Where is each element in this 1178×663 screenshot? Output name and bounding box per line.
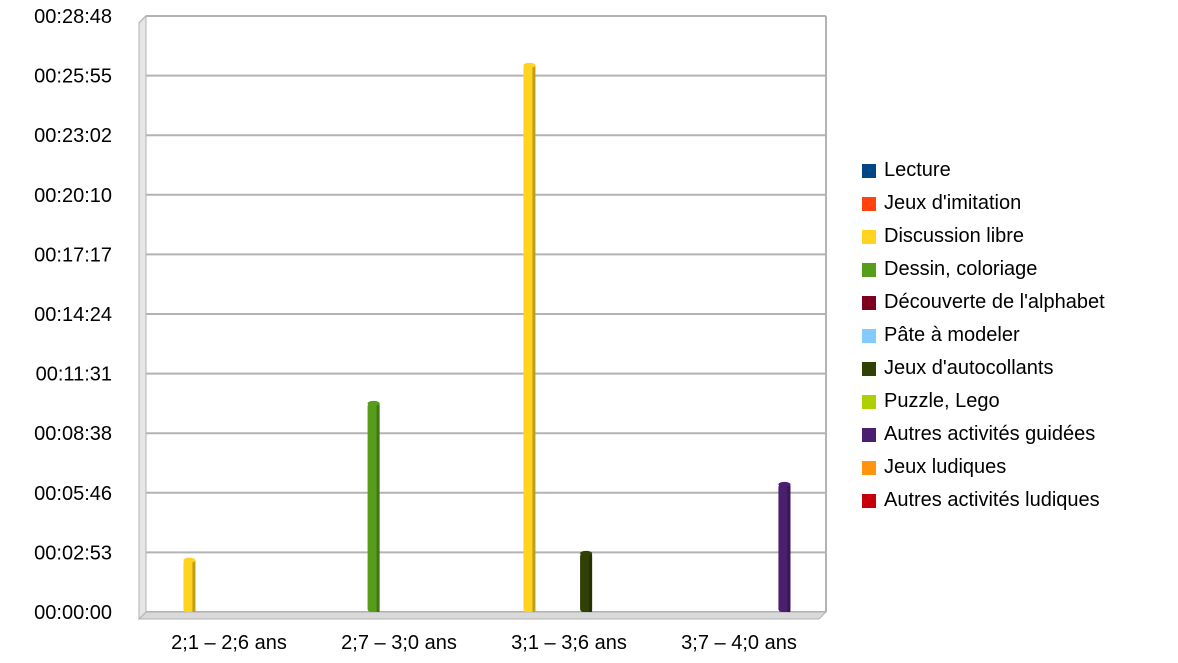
bar — [367, 400, 380, 612]
legend-item: Discussion libre — [862, 220, 1105, 253]
legend-item: Autres activités guidées — [862, 418, 1105, 451]
bar — [580, 550, 593, 612]
legend-swatch — [862, 163, 876, 178]
legend-swatch — [862, 361, 876, 376]
legend-label: Jeux ludiques — [884, 456, 1007, 478]
legend-swatch — [862, 427, 876, 442]
chart-left-wall — [138, 14, 147, 621]
x-tick-label: 3;7 – 4;0 ans — [681, 632, 797, 654]
legend-item: Jeux d'autocollants — [862, 352, 1105, 385]
y-axis-ticks: 00:00:00 00:02:53 00:05:46 00:08:38 00:11:31… — [34, 6, 112, 624]
bar-top — [523, 62, 536, 68]
legend-label: Discussion libre — [884, 225, 1025, 247]
legend-label: Autres activités ludiques — [884, 489, 1100, 511]
legend-label: Jeux d'autocollants — [884, 357, 1054, 379]
bar-top — [367, 400, 380, 406]
bar-side — [532, 65, 536, 612]
legend-swatch — [862, 262, 876, 277]
chart-floor — [137, 611, 828, 620]
legend-label: Pâte à modeler — [884, 324, 1020, 346]
legend-swatch — [862, 394, 876, 409]
legend-label: Jeux d'imitation — [884, 192, 1022, 214]
legend-label: Puzzle, Lego — [884, 390, 1000, 412]
y-tick-label: 00:05:46 — [34, 483, 112, 505]
legend-label: Dessin, coloriage — [884, 258, 1038, 280]
bar-side — [589, 553, 593, 612]
bar — [523, 62, 536, 612]
y-tick-label: 00:28:48 — [34, 6, 112, 28]
x-axis-ticks: 2;1 – 2;6 ans 2;7 – 3;0 ans 3;1 – 3;6 ans 3… — [171, 632, 797, 654]
x-tick-label: 2;1 – 2;6 ans — [171, 632, 287, 654]
y-tick-label: 00:23:02 — [34, 125, 112, 147]
legend-label: Lecture — [884, 159, 951, 181]
bar-top — [778, 481, 791, 487]
gridlines — [138, 15, 826, 620]
legend-swatch — [862, 229, 876, 244]
legend-swatch — [862, 328, 876, 343]
legend-label: Autres activités guidées — [884, 423, 1096, 445]
legend-item: Puzzle, Lego — [862, 385, 1105, 418]
legend-swatch — [862, 493, 876, 508]
legend-swatch — [862, 196, 876, 211]
bar-top — [183, 557, 196, 563]
bar-side — [787, 484, 791, 612]
bar — [183, 557, 196, 612]
legend-item: Jeux ludiques — [862, 451, 1105, 484]
legend-swatch — [862, 295, 876, 310]
bars — [183, 62, 791, 612]
chart-legend: Lecture Jeux d'imitation Discussion libre D… — [862, 154, 1105, 517]
y-tick-label: 00:25:55 — [34, 66, 112, 88]
y-tick-label: 00:00:00 — [34, 602, 112, 624]
legend-label: Découverte de l'alphabet — [884, 291, 1105, 313]
bar-side — [192, 560, 196, 612]
y-tick-label: 00:14:24 — [34, 304, 112, 326]
x-tick-label: 2;7 – 3;0 ans — [341, 632, 457, 654]
bar-top — [580, 550, 593, 556]
legend-item: Lecture — [862, 154, 1105, 187]
legend-item: Autres activités ludiques — [862, 484, 1105, 517]
chart-walls — [137, 14, 828, 621]
legend-item: Pâte à modeler — [862, 319, 1105, 352]
bar-side — [376, 403, 380, 612]
x-tick-label: 3;1 – 3;6 ans — [511, 632, 627, 654]
legend-swatch — [862, 460, 876, 475]
y-tick-label: 00:20:10 — [34, 185, 112, 207]
y-tick-label: 00:11:31 — [36, 364, 112, 386]
legend-item: Dessin, coloriage — [862, 253, 1105, 286]
bar — [778, 481, 791, 612]
legend-item: Découverte de l'alphabet — [862, 286, 1105, 319]
y-tick-label: 00:02:53 — [34, 542, 112, 564]
y-tick-label: 00:17:17 — [34, 244, 112, 266]
y-tick-label: 00:08:38 — [34, 423, 112, 445]
legend-item: Jeux d'imitation — [862, 187, 1105, 220]
